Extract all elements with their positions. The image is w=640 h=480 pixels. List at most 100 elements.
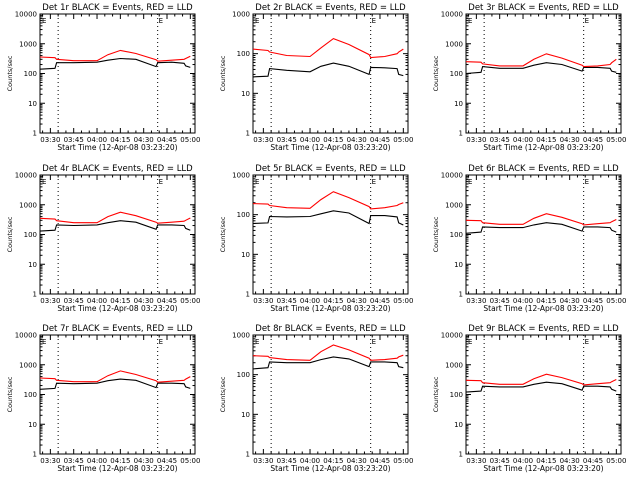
- x-tick-label: 04:30: [134, 457, 154, 465]
- x-tick-label: 04:00: [300, 136, 320, 144]
- x-tick-label: 04:00: [87, 136, 107, 144]
- x-tick-label: 04:30: [347, 136, 367, 144]
- y-tick-label: 10: [454, 100, 463, 108]
- y-tick-label: 1: [33, 291, 37, 299]
- detector-panel-4: Det 4r BLACK = Events, RED = LLD 1 10 100 10…: [6, 164, 200, 313]
- y-tick-label: 1000: [19, 361, 37, 369]
- panel-title: Det 2r BLACK = Events, RED = LLD: [255, 3, 406, 13]
- detector-panel-3: Det 3r BLACK = Events, RED = LLD 1 10 100 10…: [432, 3, 626, 152]
- x-tick-label: 05:00: [606, 457, 626, 465]
- panel-title: Det 1r BLACK = Events, RED = LLD: [42, 3, 193, 13]
- x-tick-label: 04:00: [513, 457, 533, 465]
- x-tick-label: 04:45: [583, 457, 603, 465]
- events-line: [252, 210, 404, 226]
- plot-frame: [252, 13, 409, 134]
- x-tick-label: 04:30: [560, 457, 580, 465]
- x-tick-label: 04:30: [134, 297, 154, 305]
- y-tick-label: 10000: [441, 332, 463, 340]
- x-axis-label: Start Time (12-Apr-08 03:23:20): [270, 143, 390, 152]
- plot-frame: [465, 174, 622, 295]
- plot-frame: [252, 334, 409, 455]
- x-tick-label: 05:00: [180, 297, 200, 305]
- x-tick-label: 04:15: [110, 136, 130, 144]
- x-tick-label: 03:30: [40, 297, 60, 305]
- y-tick-label: 100: [450, 70, 463, 78]
- y-tick-label: 10: [241, 251, 250, 259]
- corner-label: E: [159, 338, 163, 346]
- corner-label: E: [255, 178, 259, 186]
- x-tick-label: 03:30: [466, 457, 486, 465]
- y-axis-label: Counts/sec: [432, 376, 440, 412]
- y-axis-label: Counts/sec: [6, 216, 14, 252]
- detector-panel-2: Det 2r BLACK = Events, RED = LLD 1 10 100 10…: [219, 3, 413, 152]
- y-tick-label: 100: [24, 231, 37, 239]
- y-axis-label: Counts/sec: [432, 216, 440, 252]
- x-tick-label: 04:30: [560, 136, 580, 144]
- y-axis-label: Counts/sec: [432, 55, 440, 91]
- corner-label: E: [372, 178, 376, 186]
- x-axis-label: Start Time (12-Apr-08 03:23:20): [57, 464, 177, 473]
- y-tick-label: 1000: [19, 201, 37, 209]
- panel-title: Det 9r BLACK = Events, RED = LLD: [468, 324, 619, 334]
- x-tick-label: 04:45: [157, 297, 177, 305]
- x-tick-label: 04:00: [300, 297, 320, 305]
- x-tick-label: 04:30: [347, 297, 367, 305]
- events-line: [252, 62, 404, 78]
- corner-label: E: [372, 17, 376, 25]
- x-tick-label: 05:00: [606, 136, 626, 144]
- x-tick-label: 03:45: [277, 136, 297, 144]
- y-tick-label: 100: [237, 211, 250, 219]
- x-tick-label: 04:45: [370, 136, 390, 144]
- x-tick-label: 03:45: [490, 457, 510, 465]
- y-tick-label: 10000: [15, 332, 37, 340]
- x-tick-label: 05:00: [180, 457, 200, 465]
- y-tick-label: 1: [459, 130, 463, 138]
- x-tick-label: 04:30: [347, 457, 367, 465]
- y-axis-label: Counts/sec: [219, 216, 227, 252]
- plot-frame: [39, 174, 196, 295]
- x-tick-label: 04:15: [536, 297, 556, 305]
- panel-title: Det 6r BLACK = Events, RED = LLD: [468, 164, 619, 174]
- corner-label: E: [468, 338, 472, 346]
- x-tick-label: 03:45: [277, 457, 297, 465]
- y-tick-label: 10: [454, 421, 463, 429]
- panel-title: Det 5r BLACK = Events, RED = LLD: [255, 164, 406, 174]
- y-tick-label: 10: [241, 411, 250, 419]
- x-tick-label: 03:45: [64, 136, 84, 144]
- lld-line: [39, 49, 191, 62]
- x-tick-label: 04:15: [323, 297, 343, 305]
- y-tick-label: 10000: [15, 11, 37, 19]
- y-tick-label: 10: [28, 100, 37, 108]
- x-tick-label: 04:45: [370, 297, 390, 305]
- x-tick-label: 04:30: [560, 297, 580, 305]
- x-axis-label: Start Time (12-Apr-08 03:23:20): [57, 143, 177, 152]
- x-tick-label: 03:30: [466, 136, 486, 144]
- y-tick-label: 1: [246, 451, 250, 459]
- x-tick-label: 03:30: [466, 297, 486, 305]
- detector-panel-9: Det 9r BLACK = Events, RED = LLD 1 10 100 10…: [432, 324, 626, 473]
- x-axis-label: Start Time (12-Apr-08 03:23:20): [483, 304, 603, 313]
- y-tick-label: 1000: [232, 11, 250, 19]
- corner-label: E: [255, 338, 259, 346]
- corner-label: E: [468, 178, 472, 186]
- y-tick-label: 100: [237, 50, 250, 58]
- x-tick-label: 03:45: [490, 297, 510, 305]
- x-tick-label: 04:30: [134, 136, 154, 144]
- y-tick-label: 100: [450, 231, 463, 239]
- corner-label: E: [372, 338, 376, 346]
- x-tick-label: 04:15: [110, 297, 130, 305]
- y-tick-label: 1000: [445, 201, 463, 209]
- events-line: [252, 356, 404, 370]
- x-tick-label: 03:45: [64, 297, 84, 305]
- corner-label: E: [585, 17, 589, 25]
- lld-line: [252, 191, 404, 210]
- y-tick-label: 1: [459, 291, 463, 299]
- detector-panel-8: Det 8r BLACK = Events, RED = LLD 1 10 100 10…: [219, 324, 413, 473]
- lld-line: [465, 373, 617, 386]
- x-tick-label: 05:00: [393, 297, 413, 305]
- lld-line: [465, 213, 617, 226]
- x-tick-label: 03:30: [253, 136, 273, 144]
- plot-frame: [465, 13, 622, 134]
- x-tick-label: 04:15: [536, 457, 556, 465]
- y-tick-label: 10000: [441, 11, 463, 19]
